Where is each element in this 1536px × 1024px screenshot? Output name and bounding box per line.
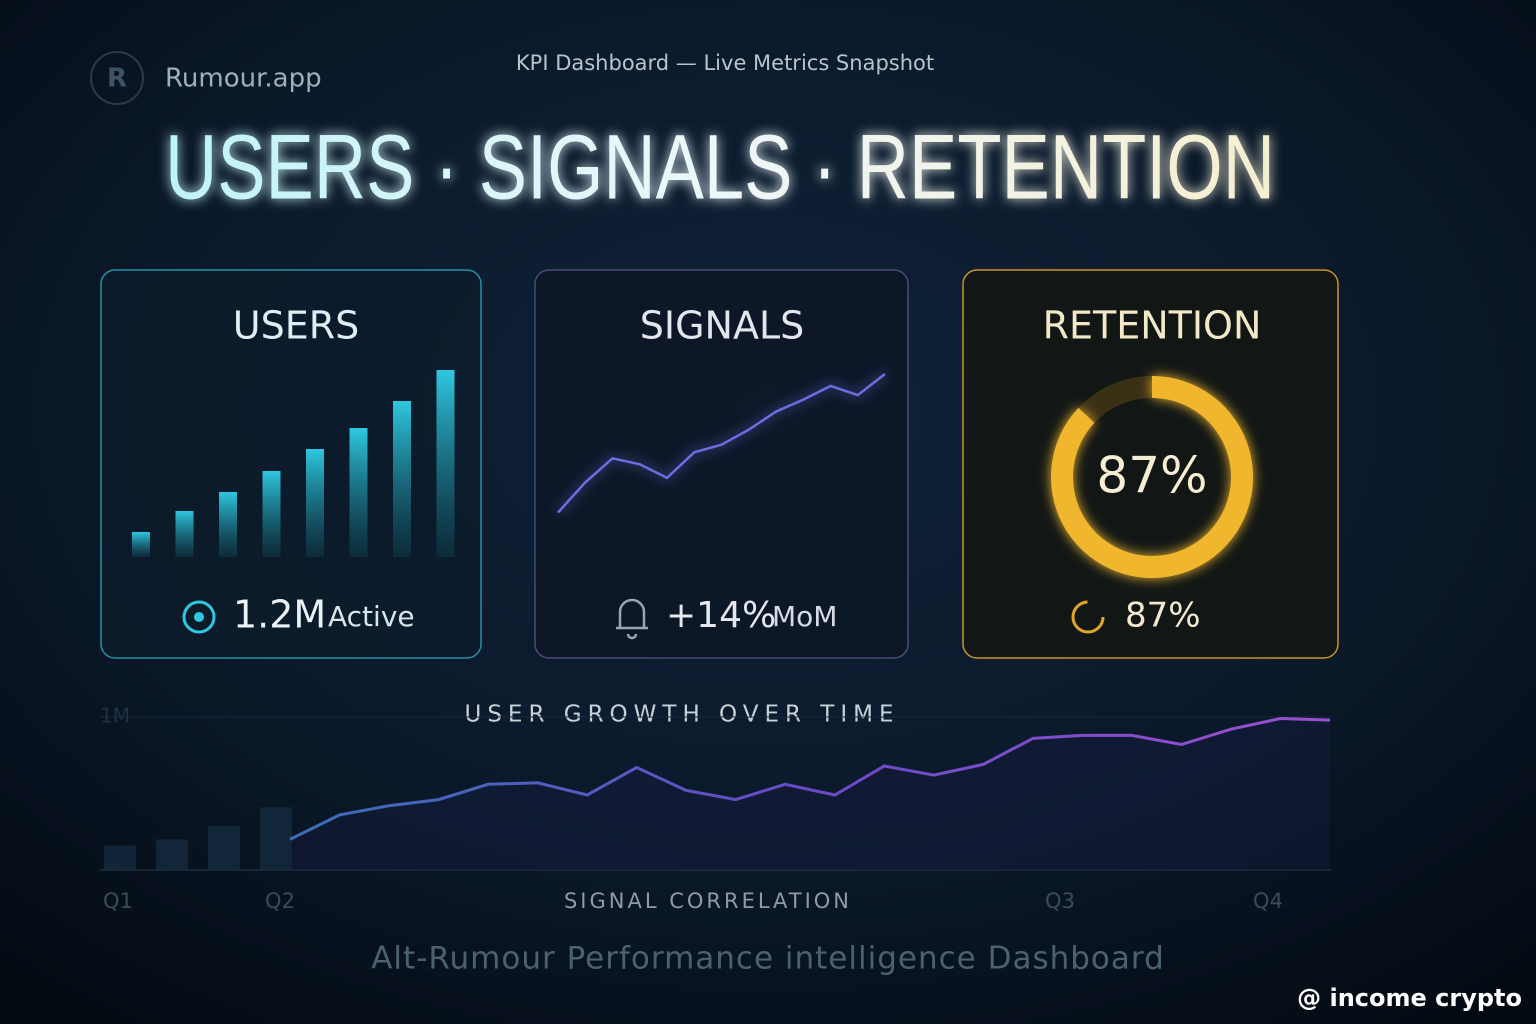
- logo-glyph: R: [107, 64, 127, 94]
- users-stat-unit: Active: [328, 600, 415, 633]
- retention-stat: 87%: [1125, 596, 1201, 636]
- active-icon-dot: [194, 612, 204, 622]
- growth-bar: [156, 839, 188, 870]
- watermark: @ income crypto: [1297, 984, 1522, 1012]
- users-bar: [393, 401, 411, 557]
- x-tick-label: Q4: [1253, 889, 1283, 913]
- logo: [90, 51, 144, 105]
- signals-card: [534, 269, 909, 659]
- subtitle: KPI Dashboard — Live Metrics Snapshot: [516, 51, 934, 75]
- users-bar: [349, 428, 368, 557]
- ring-label: 87%: [1096, 447, 1207, 505]
- users-bar: [262, 471, 281, 557]
- brand: Rumour.app: [165, 64, 322, 94]
- active-icon: [182, 600, 216, 634]
- growth-bar: [104, 845, 136, 870]
- users-bar: [306, 449, 324, 557]
- users-card: [100, 269, 482, 659]
- card-title: RETENTION: [1043, 304, 1262, 348]
- users-bar: [436, 370, 455, 557]
- growth-bar: [208, 825, 240, 870]
- x-tick-label: Q1: [103, 889, 133, 913]
- growth-bar: [260, 807, 292, 870]
- retention-icon: [1071, 600, 1105, 634]
- users-stat: 1.2M: [233, 593, 326, 637]
- users-bar: [132, 532, 150, 557]
- growth-line: [289, 716, 1331, 841]
- headline: USERS · SIGNALS · RETENTION: [165, 116, 1275, 218]
- signals-stat-unit: MoM: [772, 600, 837, 633]
- growth-x-title: SIGNAL CORRELATION: [564, 889, 852, 913]
- bell-icon: [616, 598, 648, 640]
- card-title: SIGNALS: [640, 304, 805, 348]
- users-bar: [175, 511, 194, 557]
- retention-card: [962, 269, 1339, 659]
- card-title: USERS: [233, 304, 359, 348]
- x-tick-label: Q2: [265, 889, 295, 913]
- footer: Alt-Rumour Performance intelligence Dash…: [371, 941, 1165, 977]
- signals-stat: +14%: [666, 595, 776, 636]
- growth-title: USER GROWTH OVER TIME: [464, 702, 899, 728]
- y-tick-label: 1M: [100, 704, 130, 728]
- users-bar: [219, 492, 237, 557]
- growth-area: [290, 718, 1330, 870]
- signals-line: [557, 373, 886, 514]
- x-tick-label: Q3: [1045, 889, 1075, 913]
- ring-arc: [1051, 376, 1254, 578]
